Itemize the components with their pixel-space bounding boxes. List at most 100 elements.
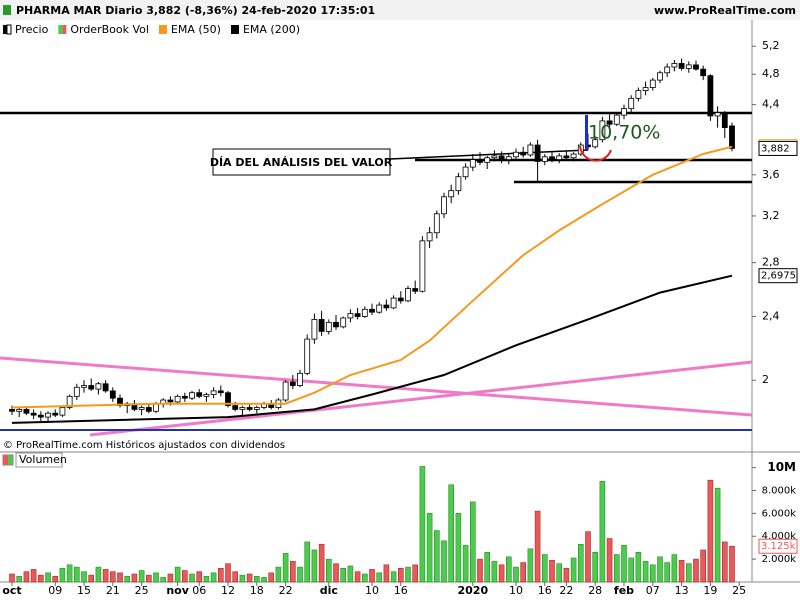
volume-bar [66, 564, 73, 583]
candle-body [318, 319, 325, 332]
volume-bar [599, 481, 606, 583]
volume-bar [484, 551, 490, 583]
candle-body [433, 213, 440, 234]
x-tick-label: 10 [509, 584, 523, 597]
candle-body [361, 308, 368, 317]
x-tick-label: 10 [365, 584, 379, 597]
volume-bar [678, 559, 685, 583]
candle-body [289, 381, 296, 386]
volume-bar [585, 531, 591, 583]
candle-body [73, 386, 80, 397]
volume-bar [196, 571, 203, 583]
candle-body [196, 392, 203, 397]
x-tick-label: 25 [732, 584, 746, 597]
volume-bar [225, 563, 231, 583]
candle-body [729, 125, 735, 149]
candle-body [678, 63, 685, 69]
volume-bar [246, 573, 253, 583]
legend: Precio OrderBook Vol EMA (50) EMA (200) [3, 23, 300, 36]
volume-bar [664, 562, 670, 583]
volume-bar [131, 573, 138, 583]
candle-body [700, 68, 707, 77]
candle-body [477, 159, 483, 163]
title-bar [0, 0, 800, 20]
x-tick-label: 09 [48, 584, 62, 597]
candle-body [441, 196, 447, 215]
volume-bar [657, 556, 663, 583]
volume-bar [426, 513, 433, 583]
legend-swatch [6, 24, 12, 35]
candle-body [181, 395, 188, 399]
candle-body [642, 87, 649, 92]
ema-line [11, 274, 733, 424]
candle-body [246, 407, 253, 410]
x-tick-label: 2020 [457, 584, 488, 597]
volume-bar [642, 561, 649, 583]
volume-bar [297, 566, 303, 583]
volume-bar [232, 571, 239, 583]
volume-bar [52, 575, 59, 583]
volume-bar [110, 571, 116, 583]
volume-bar [556, 563, 562, 583]
volume-bar [182, 570, 188, 583]
volume-bar [268, 572, 275, 583]
last-value-box [758, 268, 798, 284]
volume-title: Volumen [19, 453, 67, 466]
icon [3, 455, 8, 465]
legend-swatch [58, 25, 63, 34]
candle-body [714, 112, 721, 117]
volume-bar [95, 566, 102, 583]
candle-body [109, 390, 116, 399]
icon [3, 5, 11, 15]
x-tick-label: 21 [106, 584, 120, 597]
x-tick-label: 18 [250, 584, 264, 597]
candle-body [203, 394, 210, 397]
x-tick-label: feb [614, 584, 634, 597]
candle-body [153, 403, 159, 412]
legend-box [15, 452, 63, 468]
candle-body [462, 166, 469, 178]
volume-bar [333, 563, 339, 583]
volume-bar [693, 558, 699, 583]
candle-body [685, 64, 692, 69]
volume-bar [81, 571, 87, 583]
legend-label: OrderBook Vol [70, 23, 149, 36]
candle-body [9, 408, 15, 412]
volume-bar [412, 564, 419, 583]
candle-body [621, 108, 627, 116]
volume-bar [549, 559, 555, 583]
y-tick-label: 6.000k [762, 508, 797, 519]
x-tick-label: 13 [675, 584, 689, 597]
volume-bar [477, 558, 483, 583]
trend-line [0, 356, 753, 417]
volume-bar [30, 569, 37, 583]
candle-body [66, 395, 73, 408]
volume-bar [254, 575, 260, 583]
candle-body [570, 153, 577, 159]
volume-bar [534, 510, 541, 583]
candle-body [693, 64, 699, 70]
volume-bar [210, 572, 217, 583]
volume-bar [520, 562, 526, 583]
candle-body [721, 112, 728, 129]
candle-body [189, 392, 195, 399]
volume-bar [38, 574, 44, 583]
highlight-circle [579, 145, 612, 162]
last-value-label: 3,882 [761, 143, 790, 154]
x-tick-label: nov [166, 584, 189, 597]
candle-body [397, 297, 404, 302]
volume-bar [491, 561, 498, 583]
y-tick-label: 5,2 [762, 39, 780, 52]
volume-bar [160, 577, 167, 583]
candle-body [484, 157, 491, 163]
y-tick-label: 3,2 [762, 209, 780, 222]
legend-swatch [230, 25, 239, 34]
legend-label: EMA (200) [243, 23, 300, 36]
candle-body [505, 156, 512, 160]
volume-bar [304, 541, 311, 583]
volume-bar [326, 558, 332, 583]
volume-bar [261, 577, 267, 583]
volume-bar [505, 556, 512, 583]
volume-bar [16, 575, 23, 583]
volume-bar [707, 479, 714, 583]
